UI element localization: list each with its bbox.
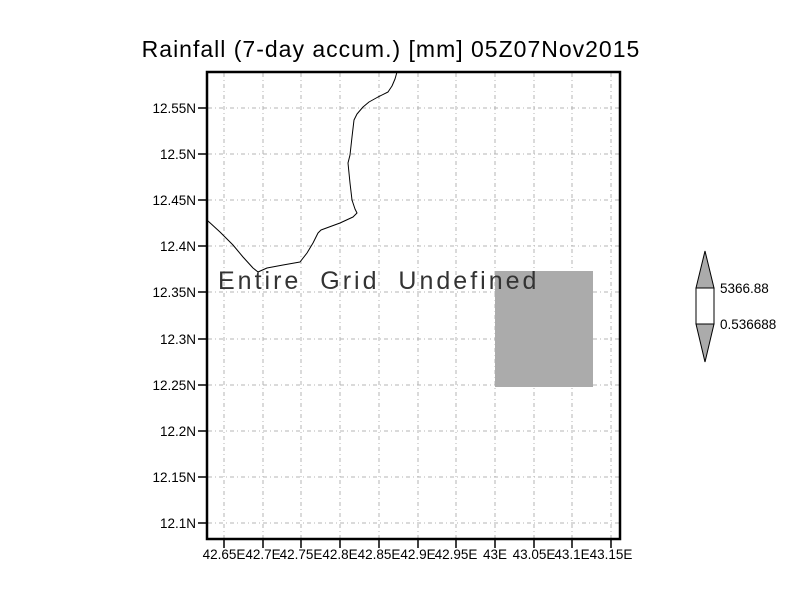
lon-label: 42.65E	[203, 547, 246, 562]
shaded-region	[495, 271, 593, 387]
colorbar-max-label: 5366.88	[720, 281, 769, 296]
lat-label: 12.4N	[160, 239, 196, 254]
lat-label: 12.45N	[152, 193, 196, 208]
lat-ticks	[198, 107, 206, 524]
lon-label: 42.75E	[280, 547, 323, 562]
lon-labels: 42.65E 42.7E 42.75E 42.8E 42.85E 42.9E 4…	[203, 547, 633, 562]
lat-label: 12.1N	[160, 516, 196, 531]
lon-label: 42.95E	[435, 547, 478, 562]
lon-label: 42.8E	[322, 547, 357, 562]
lon-label: 43.15E	[590, 547, 633, 562]
lat-label: 12.2N	[160, 424, 196, 439]
plot-title: Rainfall (7-day accum.) [mm] 05Z07Nov201…	[142, 36, 641, 62]
lon-label: 43.05E	[513, 547, 556, 562]
lon-label: 42.7E	[245, 547, 280, 562]
lat-label: 12.25N	[152, 378, 196, 393]
colorbar-min-label: 0.536688	[720, 317, 776, 332]
overlay-message: Entire Grid Undefined	[218, 267, 539, 295]
lat-labels: 12.55N 12.5N 12.45N 12.4N 12.35N 12.3N 1…	[152, 101, 196, 531]
lon-label: 43E	[483, 547, 507, 562]
lat-label: 12.3N	[160, 332, 196, 347]
lat-label: 12.55N	[152, 101, 196, 116]
lon-label: 43.1E	[554, 547, 589, 562]
lon-ticks	[223, 540, 612, 548]
colorbar: 5366.88 0.536688	[695, 250, 776, 363]
grid-lines	[208, 73, 619, 538]
lon-label: 42.9E	[400, 547, 435, 562]
coastline	[207, 71, 398, 273]
lat-label: 12.5N	[160, 147, 196, 162]
colorbar-up-arrow-icon	[695, 250, 715, 289]
colorbar-box	[695, 287, 715, 325]
lat-label: 12.35N	[152, 285, 196, 300]
lon-label: 42.85E	[358, 547, 401, 562]
colorbar-down-arrow-icon	[695, 323, 715, 363]
lat-label: 12.15N	[152, 470, 196, 485]
map-frame	[205, 70, 622, 541]
